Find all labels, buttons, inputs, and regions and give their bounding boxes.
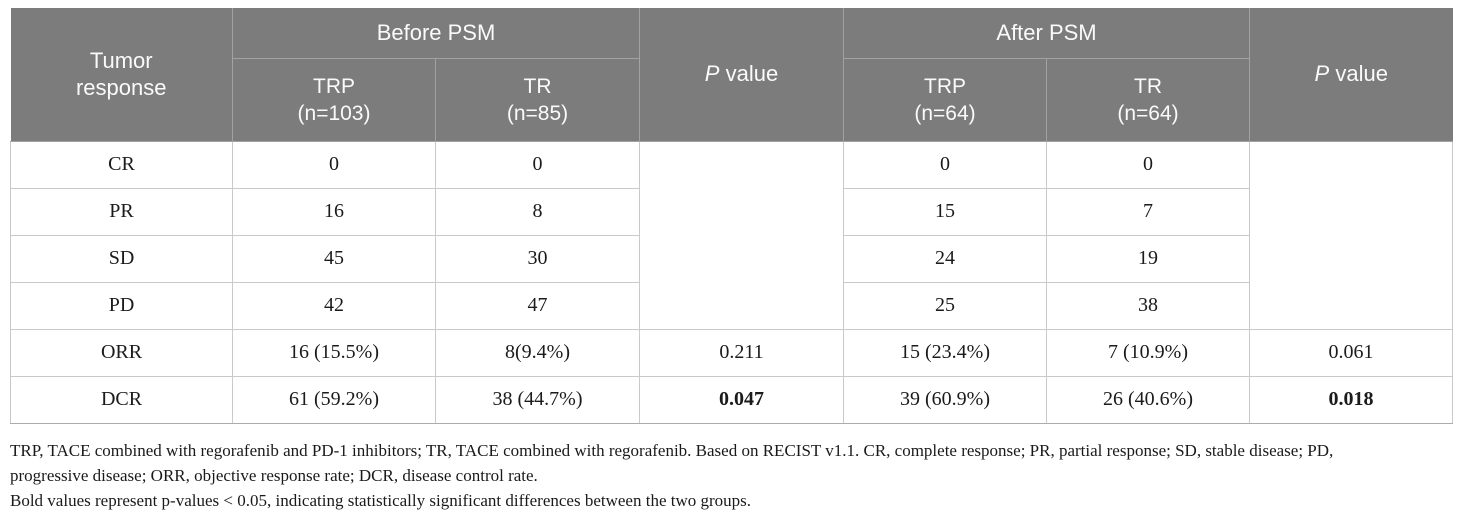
p-value-word: value [725, 61, 779, 87]
header-before-trp: TRP (n=103) [232, 57, 436, 142]
header-after-psm: After PSM [843, 8, 1251, 59]
cell-p-value-before: 0.211 [639, 328, 845, 377]
table-row-pd: PD 42 47 25 38 [10, 281, 1453, 330]
cell-after-tr: 0 [1046, 140, 1251, 189]
cell-p-value-after-significant: 0.018 [1249, 375, 1454, 424]
header-before-tr: TR (n=85) [434, 57, 641, 142]
p-value-italic-p: P [704, 61, 720, 87]
cell-after-trp: 39 (60.9%) [843, 375, 1048, 424]
cell-after-tr: 7 [1046, 187, 1251, 236]
table-row-dcr: DCR 61 (59.2%) 38 (44.7%) 0.047 39 (60.9… [10, 375, 1454, 424]
cell-before-trp: 16 (15.5%) [232, 328, 436, 377]
cell-before-trp: 42 [232, 281, 436, 330]
header-after-trp: TRP (n=64) [843, 57, 1048, 142]
header-tumor-response-label: Tumor response [75, 48, 167, 101]
cell-before-tr: 0 [434, 140, 641, 189]
header-subgroup-row: TRP (n=103) TR (n=85) TRP (n=64) TR (n=6… [11, 57, 1453, 142]
header-tumor-response: Tumor response [10, 8, 233, 142]
table-row-orr: ORR 16 (15.5%) 8(9.4%) 0.211 15 (23.4%) … [10, 328, 1454, 377]
header-after-tr-n: (n=64) [1117, 101, 1179, 125]
cell-before-trp: 61 (59.2%) [232, 375, 436, 424]
cell-before-tr: 8 [434, 187, 641, 236]
header-before-tr-name: TR [523, 74, 552, 98]
cell-after-trp: 0 [843, 140, 1048, 189]
p-value-word: value [1335, 61, 1388, 87]
footnote-line-1: TRP, TACE combined with regorafenib and … [10, 441, 1334, 460]
p-value-before-merged-cell [639, 140, 845, 330]
p-value-italic-p: P [1314, 61, 1330, 87]
cell-after-trp: 15 [843, 187, 1048, 236]
row-label: SD [10, 234, 233, 283]
header-after-trp-n: (n=64) [914, 101, 976, 125]
row-label: ORR [10, 328, 233, 377]
cell-before-tr: 38 (44.7%) [434, 375, 641, 424]
cell-after-trp: 24 [843, 234, 1048, 283]
cell-p-value-after: 0.061 [1249, 328, 1454, 377]
row-label: CR [10, 140, 233, 189]
cell-after-tr: 19 [1046, 234, 1251, 283]
header-after-tr: TR (n=64) [1046, 57, 1251, 142]
cell-before-trp: 45 [232, 234, 436, 283]
footnote-line-2: progressive disease; ORR, objective resp… [10, 466, 538, 485]
cell-after-trp: 25 [843, 281, 1048, 330]
cell-before-trp: 16 [232, 187, 436, 236]
cell-before-tr: 30 [434, 234, 641, 283]
header-before-psm: Before PSM [231, 8, 641, 59]
row-label: PD [10, 281, 233, 330]
cell-p-value-before-significant: 0.047 [639, 375, 845, 424]
footnote-line-3: Bold values represent p-values < 0.05, i… [10, 491, 752, 510]
cell-after-tr: 38 [1046, 281, 1251, 330]
table-row-cr: CR 0 0 0 0 [10, 140, 1454, 330]
table-footnote: TRP, TACE combined with regorafenib and … [10, 438, 1455, 513]
row-label: PR [10, 187, 233, 236]
header-before-tr-n: (n=85) [506, 101, 569, 125]
header-before-trp-n: (n=103) [297, 101, 371, 125]
cell-before-trp: 0 [232, 140, 436, 189]
header-after-tr-name: TR [1134, 74, 1163, 98]
cell-before-tr: 47 [434, 281, 641, 330]
header-after-trp-name: TRP [924, 74, 967, 98]
p-value-after-merged-cell [1249, 140, 1454, 330]
row-label: DCR [10, 375, 233, 424]
cell-before-tr: 8(9.4%) [434, 328, 641, 377]
header-before-trp-name: TRP [313, 74, 355, 98]
cell-after-tr: 7 (10.9%) [1046, 328, 1251, 377]
cell-after-trp: 15 (23.4%) [843, 328, 1048, 377]
cell-after-tr: 26 (40.6%) [1046, 375, 1251, 424]
